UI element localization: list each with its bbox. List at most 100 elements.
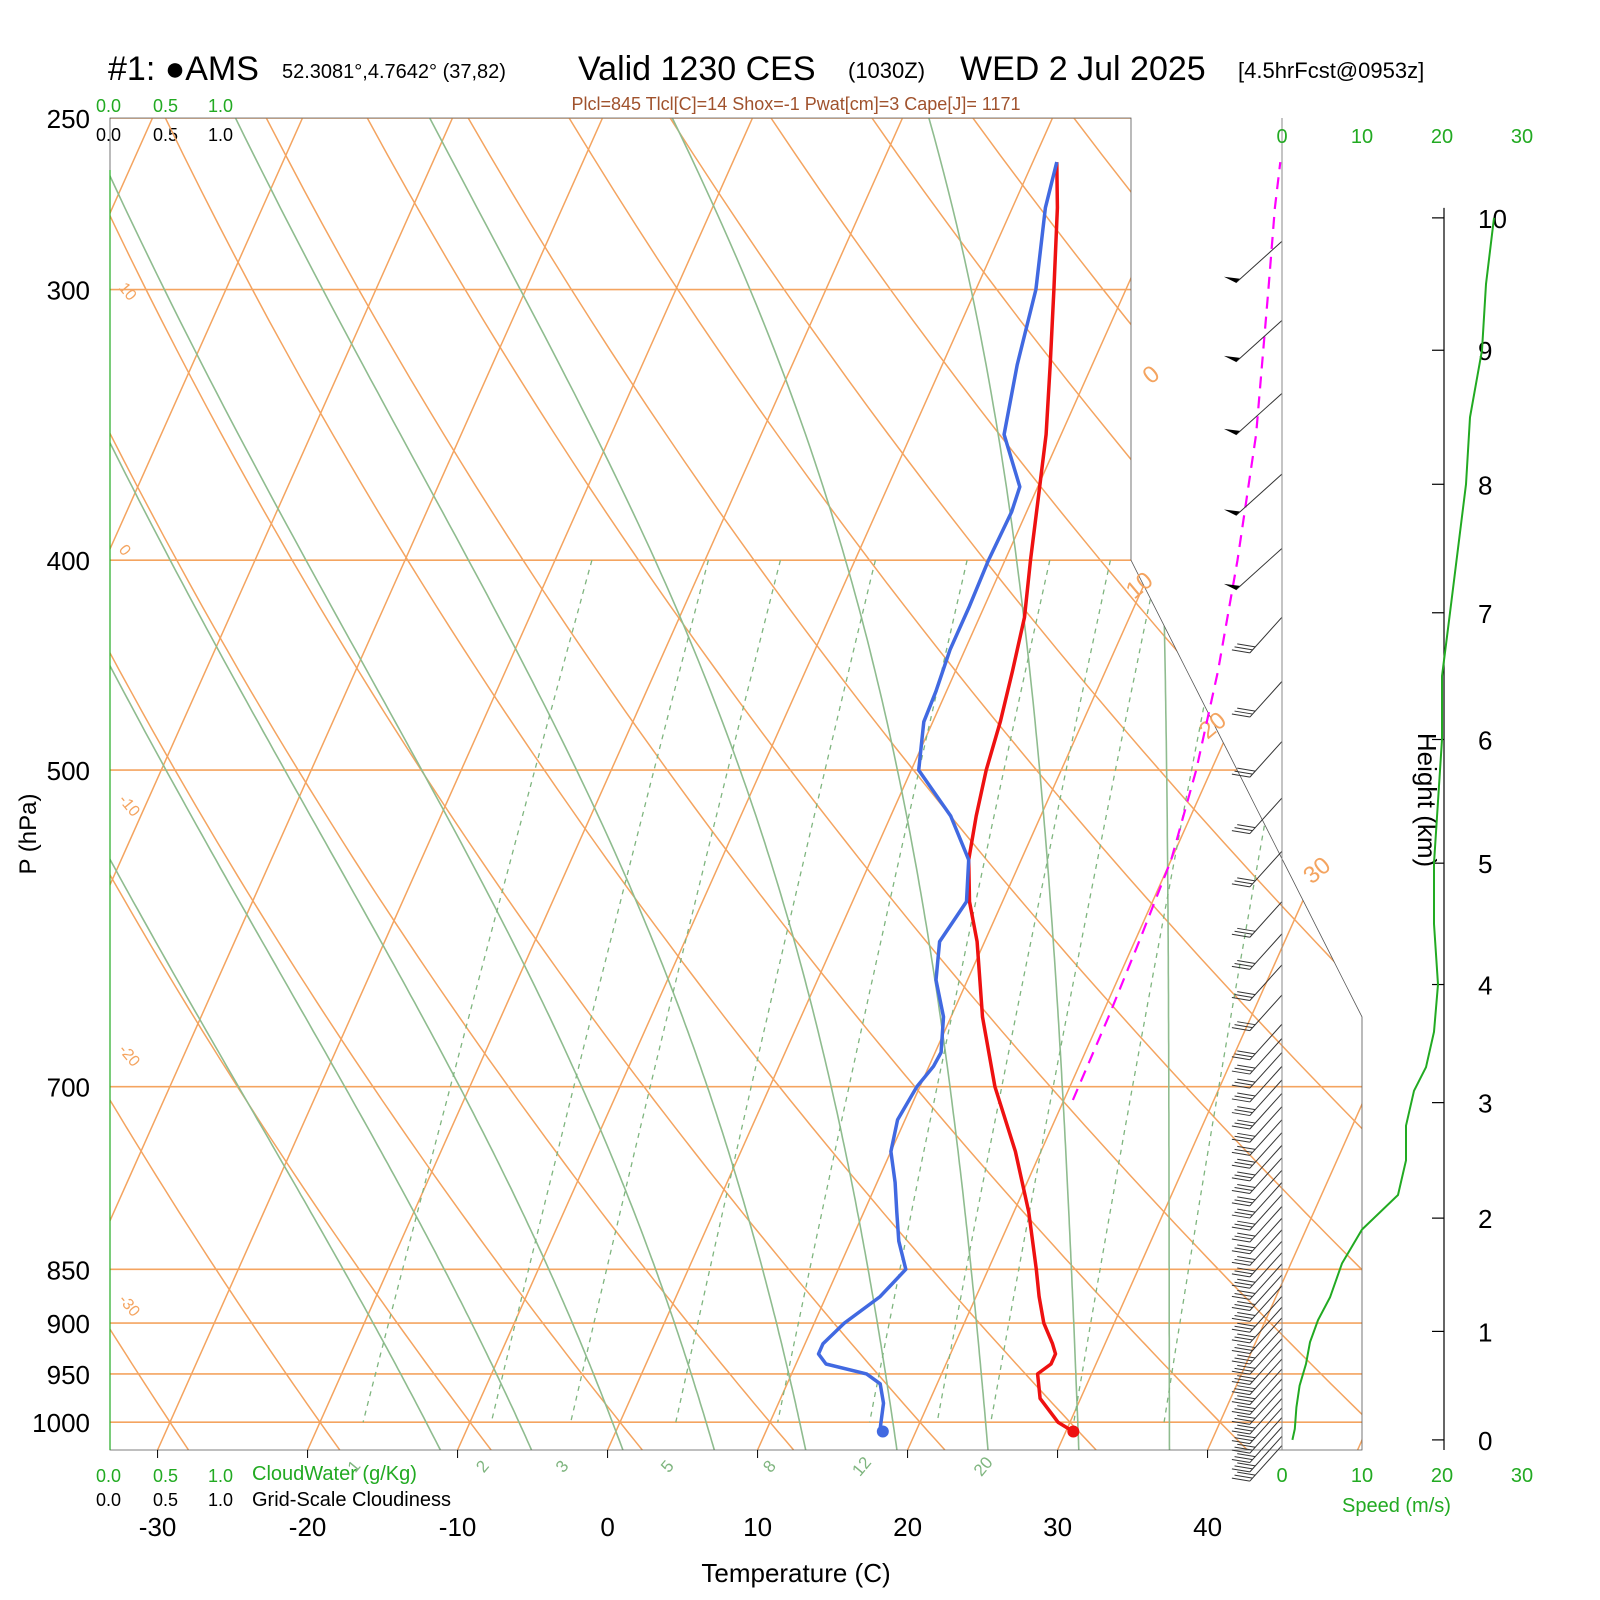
wind-barb-staff [1249, 1426, 1283, 1463]
wind-barb-feather [1237, 1344, 1256, 1349]
dry-adiabat-line [1073, 118, 1362, 1450]
wind-barb-staff [1249, 1093, 1283, 1130]
wind-barb [1231, 1252, 1283, 1289]
wind-barb-feather [1231, 1070, 1250, 1075]
isotherm-line [906, 118, 1362, 1450]
wind-barb-feather [1237, 1434, 1256, 1439]
temperature-tick-label: 10 [743, 1512, 772, 1542]
wind-barb-feather [1234, 1427, 1253, 1432]
wind-barb-feather [1234, 1235, 1253, 1240]
wind-barb [1231, 1052, 1283, 1089]
wind-barb [1231, 741, 1283, 778]
wind-barb [1231, 1240, 1283, 1278]
mixing-ratio-label: 2 [472, 1457, 493, 1476]
wind-barb-feather [1231, 1084, 1250, 1089]
wind-barb [1231, 1157, 1283, 1194]
wind-barb-feather [1231, 1370, 1250, 1375]
wind-barb [1223, 319, 1283, 363]
wind-barb-feather [1234, 1109, 1253, 1114]
wind-barb-feather [1231, 933, 1250, 938]
cloud-bottom-black-0: 0.0 [96, 1490, 121, 1510]
cloud-axis-top-green: 0.0 0.5 1.0 [96, 96, 233, 116]
wind-barb [1223, 240, 1283, 284]
wind-barb-feather [1234, 1053, 1253, 1058]
dry-adiabat-line [0, 118, 37, 1450]
wind-barb-feather [1231, 1164, 1250, 1169]
moist-adiabat-line [928, 118, 1081, 1450]
valid-time: Valid 1230 CES [578, 50, 816, 88]
dry-adiabat-line [110, 118, 492, 1450]
wind-barb-feather [1234, 1067, 1253, 1072]
isotherm-line [0, 118, 2, 1450]
wind-barb [1231, 1435, 1283, 1473]
wind-barb [1231, 1368, 1283, 1406]
dry-adiabat-line [1377, 118, 1600, 1450]
wind-barb-staff [1249, 1052, 1283, 1089]
wind-barb-feather [1234, 1223, 1253, 1228]
wind-barb-staff [1249, 933, 1283, 970]
wind-barb-feather [1234, 1174, 1253, 1179]
pressure-tick-label: 850 [47, 1255, 90, 1285]
wind-barb-feather [1231, 1411, 1250, 1416]
dry-adiabat-line [1478, 118, 1600, 1450]
isotherm-label: 30 [1298, 852, 1336, 890]
wind-barb-feather [1237, 1322, 1256, 1327]
wind-barb [1231, 616, 1283, 654]
mixing-ratio-label: 3 [552, 1457, 573, 1476]
wind-barb-staff [1249, 850, 1283, 888]
wind-barb-feather [1234, 1161, 1253, 1166]
wind-barb-feather [1231, 965, 1250, 970]
dewpoint-surface-marker [876, 1425, 889, 1438]
wind-barb [1231, 1065, 1283, 1103]
wind-barb-feather [1234, 1095, 1253, 1100]
wind-barb-feather [1231, 1250, 1250, 1255]
wind-barb-feather [1231, 1295, 1250, 1300]
wind-barb-feather [1237, 1255, 1256, 1260]
isotherm-label: 20 [1194, 707, 1232, 745]
wind-barb-feather [1237, 1395, 1256, 1400]
cloud-top-green-1: 0.5 [153, 96, 178, 116]
wind-barb-feather [1237, 1311, 1256, 1316]
wind-barb [1231, 1093, 1283, 1130]
dry-adiabat-line [467, 118, 1362, 1450]
dry-adiabat-line [669, 118, 1362, 1450]
wind-barb-staff [1235, 240, 1283, 284]
mixing-ratio-line [570, 560, 782, 1423]
temperature-tick-label: -10 [439, 1512, 477, 1542]
mixing-ratio-label: 12 [848, 1453, 875, 1480]
wind-barb-feather [1231, 1381, 1250, 1386]
wind-barb-feather [1234, 1081, 1253, 1086]
isotherm-label: 10 [1121, 567, 1159, 605]
wind-barb-feather [1231, 1138, 1250, 1143]
wind-barb-flag [1223, 355, 1240, 362]
wind-barb-feather [1231, 1125, 1250, 1130]
mixing-ratio-label: 8 [759, 1457, 780, 1476]
background-lines [0, 118, 1600, 1450]
height-tick-label: 3 [1478, 1089, 1492, 1119]
wind-barb-feather [1231, 1391, 1250, 1396]
dry-adiabat-line [265, 118, 1248, 1450]
parcel-line [1071, 161, 1282, 1101]
wind-barb-feather [1231, 830, 1250, 835]
wind-barb [1231, 1274, 1283, 1311]
wind-barb-feather [1231, 1459, 1250, 1464]
height-tick-label: 1 [1478, 1317, 1492, 1347]
wind-barb-feather [1237, 991, 1256, 996]
wind-barb-feather [1234, 1122, 1253, 1127]
plot-frame [109, 117, 1363, 1451]
wind-barb-feather [1231, 1151, 1250, 1156]
wind-barb-feather [1234, 1135, 1253, 1140]
height-tick-label: 5 [1478, 849, 1492, 879]
isotherm-line [110, 118, 304, 1450]
temperature-tick-label: 30 [1043, 1512, 1072, 1542]
wind-barb-flag [1223, 509, 1240, 516]
wind-barb-feather [1231, 1214, 1250, 1219]
wind-barb-staff [1249, 1065, 1283, 1103]
plot-border [109, 117, 1363, 1451]
wind-barb-feather [1231, 1339, 1250, 1344]
cloud-axis-bottom-black: 0.0 0.5 1.0 Grid-Scale Cloudiness [96, 1489, 451, 1511]
dry-adiabat-line [110, 118, 341, 1450]
wind-barb [1231, 1285, 1283, 1322]
wind-barb-feather [1237, 1196, 1256, 1201]
